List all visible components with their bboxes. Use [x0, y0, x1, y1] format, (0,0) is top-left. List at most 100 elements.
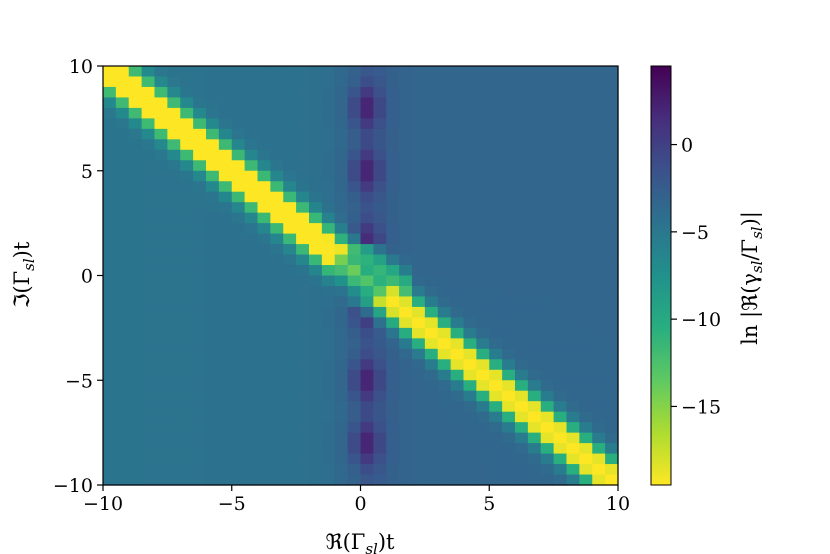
heatmap-cell	[412, 244, 426, 256]
heatmap-cell	[502, 369, 516, 381]
heatmap-cell	[424, 160, 439, 172]
heatmap-cell	[103, 401, 117, 413]
heatmap-cell	[566, 212, 580, 224]
heatmap-cell	[540, 191, 555, 203]
heatmap-cell	[502, 317, 516, 329]
heatmap-cell	[437, 306, 452, 318]
heatmap-cell	[605, 223, 619, 235]
heatmap-cell	[218, 306, 233, 318]
heatmap-cell	[450, 306, 465, 318]
heatmap-cell	[347, 86, 362, 99]
heatmap-cell	[231, 348, 246, 360]
heatmap-cell	[386, 453, 400, 465]
heatmap-cell	[424, 97, 439, 109]
heatmap-cell	[566, 369, 580, 381]
heatmap-cell	[489, 107, 503, 119]
heatmap-cell	[592, 327, 606, 339]
heatmap-cell	[128, 212, 143, 224]
heatmap-cell	[309, 223, 323, 235]
heatmap-cell	[540, 128, 555, 140]
heatmap-cell	[296, 348, 310, 360]
heatmap-cell	[231, 422, 246, 434]
heatmap-cell	[463, 390, 477, 402]
heatmap-cell	[489, 306, 503, 318]
heatmap-cell	[270, 390, 284, 402]
heatmap-cell	[321, 422, 336, 434]
heatmap-cell	[450, 432, 465, 444]
heatmap-cell	[386, 181, 400, 193]
heatmap-cell	[515, 327, 529, 339]
heatmap-cell	[180, 66, 194, 78]
heatmap-cell	[489, 411, 503, 423]
heatmap-cell	[103, 474, 117, 486]
heatmap-cell	[540, 443, 555, 455]
heatmap-cell	[115, 369, 130, 381]
heatmap-cell	[412, 170, 426, 182]
heatmap-cell	[296, 76, 310, 88]
heatmap-cell	[103, 191, 117, 203]
heatmap-cell	[502, 390, 516, 402]
heatmap-cell	[424, 317, 439, 329]
heatmap-cell	[283, 380, 297, 392]
heatmap-cell	[347, 202, 362, 214]
heatmap-cell	[115, 432, 130, 444]
heatmap-cell	[206, 422, 220, 434]
heatmap-cell	[206, 86, 220, 99]
heatmap-cell	[476, 390, 490, 402]
heatmap-cell	[257, 160, 271, 172]
heatmap-cell	[540, 317, 555, 329]
heatmap-cell	[115, 244, 130, 256]
heatmap-cell	[334, 348, 349, 360]
heatmap-cell	[412, 327, 426, 339]
heatmap-cell	[321, 306, 336, 318]
heatmap-cell	[309, 191, 323, 203]
heatmap-cell	[373, 160, 387, 172]
heatmap-cell	[527, 411, 542, 423]
heatmap-cell	[334, 181, 349, 193]
heatmap-cell	[424, 254, 439, 266]
heatmap-cell	[115, 149, 130, 161]
heatmap-cell	[180, 359, 194, 371]
heatmap-cell	[115, 212, 130, 224]
heatmap-cell	[347, 160, 362, 172]
heatmap-cell	[360, 306, 374, 318]
heatmap-cell	[502, 212, 516, 224]
heatmap-cell	[463, 338, 477, 350]
heatmap-cell	[450, 139, 465, 151]
heatmap-cell	[257, 327, 271, 339]
heatmap-cell	[296, 422, 310, 434]
heatmap-cell	[527, 170, 542, 182]
heatmap-cell	[115, 233, 130, 245]
heatmap-cell	[193, 223, 207, 235]
heatmap-cell	[527, 359, 542, 371]
heatmap-cell	[437, 76, 452, 88]
heatmap-cell	[592, 254, 606, 266]
heatmap-cell	[283, 244, 297, 256]
heatmap-cell	[373, 474, 387, 486]
heatmap-cell	[553, 118, 568, 130]
heatmap-cell	[515, 149, 529, 161]
heatmap-cell	[231, 369, 246, 381]
heatmap-cell	[502, 432, 516, 444]
heatmap-cell	[231, 464, 246, 476]
heatmap-cell	[412, 275, 426, 287]
heatmap-cell	[154, 86, 168, 99]
heatmap-cell	[515, 97, 529, 109]
heatmap-cell	[283, 285, 297, 298]
heatmap-cell	[218, 212, 233, 224]
heatmap-cell	[167, 76, 181, 88]
heatmap-cell	[605, 285, 619, 298]
heatmap-cell	[463, 265, 477, 277]
heatmap-cell	[270, 464, 284, 476]
heatmap-cell	[244, 254, 259, 266]
heatmap-cell	[347, 296, 362, 308]
heatmap-cell	[605, 369, 619, 381]
heatmap-cell	[373, 380, 387, 392]
heatmap-cell	[386, 97, 400, 109]
heatmap-cell	[321, 432, 336, 444]
heatmap-cell	[386, 474, 400, 486]
heatmap-cell	[321, 202, 336, 214]
heatmap-cell	[424, 66, 439, 78]
heatmap-cell	[412, 432, 426, 444]
heatmap-cell	[579, 107, 593, 119]
